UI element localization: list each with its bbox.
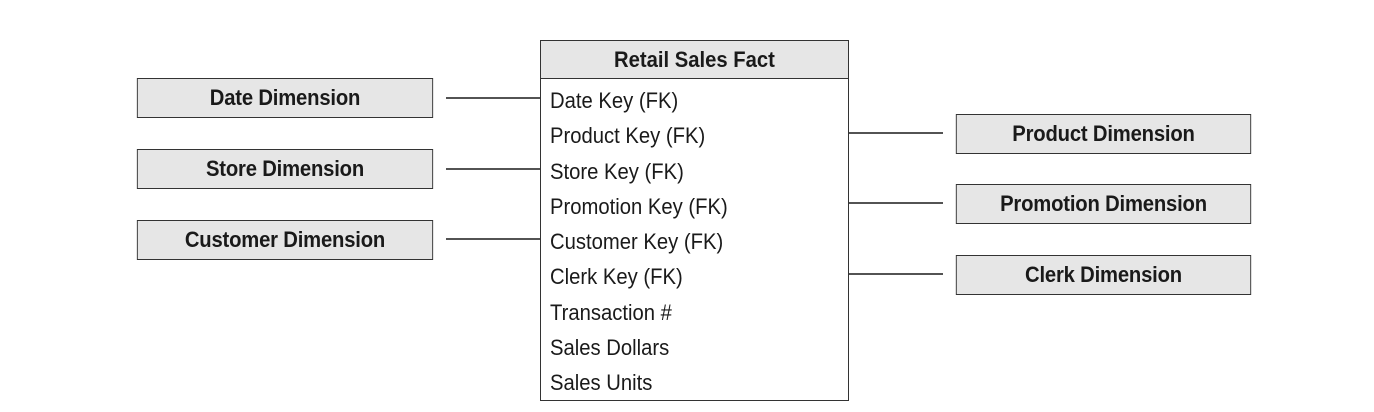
promotion-dimension-box: Promotion Dimension <box>955 184 1252 224</box>
fact-table: Retail Sales Fact Date Key (FK) Product … <box>540 40 849 401</box>
fact-attribute-label: Promotion Key (FK) <box>550 193 728 219</box>
product-dimension-label: Product Dimension <box>1012 121 1195 146</box>
fact-attribute-label: Sales Dollars <box>550 335 670 361</box>
fact-attribute-label: Customer Key (FK) <box>550 229 724 255</box>
fact-attribute-sales-dollars: Sales Dollars <box>550 330 848 365</box>
clerk-dimension-box: Clerk Dimension <box>955 255 1252 295</box>
store-dimension-label: Store Dimension <box>205 156 365 181</box>
fact-attribute-label: Date Key (FK) <box>550 88 679 113</box>
fact-attribute-transaction-number: Transaction # <box>550 295 848 330</box>
fact-attribute-product-key: Product Key (FK) <box>550 118 848 153</box>
clerk-dimension-label: Clerk Dimension <box>1025 262 1182 287</box>
customer-dimension-box: Customer Dimension <box>136 220 434 260</box>
store-dimension-box: Store Dimension <box>136 149 434 189</box>
product-dimension-box: Product Dimension <box>955 114 1252 154</box>
fact-attribute-clerk-key: Clerk Key (FK) <box>550 259 848 294</box>
fact-attribute-label: Clerk Key (FK) <box>550 264 683 290</box>
date-dimension-label: Date Dimension <box>209 85 361 110</box>
fact-attribute-store-key: Store Key (FK) <box>550 154 848 189</box>
fact-table-title: Retail Sales Fact <box>614 46 775 72</box>
fact-attribute-list: Date Key (FK) Product Key (FK) Store Key… <box>541 79 848 401</box>
fact-attribute-label: Sales Units <box>550 370 653 396</box>
fact-attribute-customer-key: Customer Key (FK) <box>550 224 848 259</box>
fact-attribute-label: Store Key (FK) <box>550 158 684 184</box>
fact-table-header: Retail Sales Fact <box>541 41 848 79</box>
customer-dimension-label: Customer Dimension <box>184 227 386 252</box>
promotion-dimension-label: Promotion Dimension <box>1000 191 1207 216</box>
fact-attribute-label: Product Key (FK) <box>550 123 706 149</box>
fact-attribute-date-key: Date Key (FK) <box>550 83 848 118</box>
fact-attribute-label: Transaction # <box>550 299 672 325</box>
fact-attribute-sales-units: Sales Units <box>550 365 848 400</box>
date-dimension-box: Date Dimension <box>136 78 434 118</box>
fact-attribute-promotion-key: Promotion Key (FK) <box>550 189 848 224</box>
